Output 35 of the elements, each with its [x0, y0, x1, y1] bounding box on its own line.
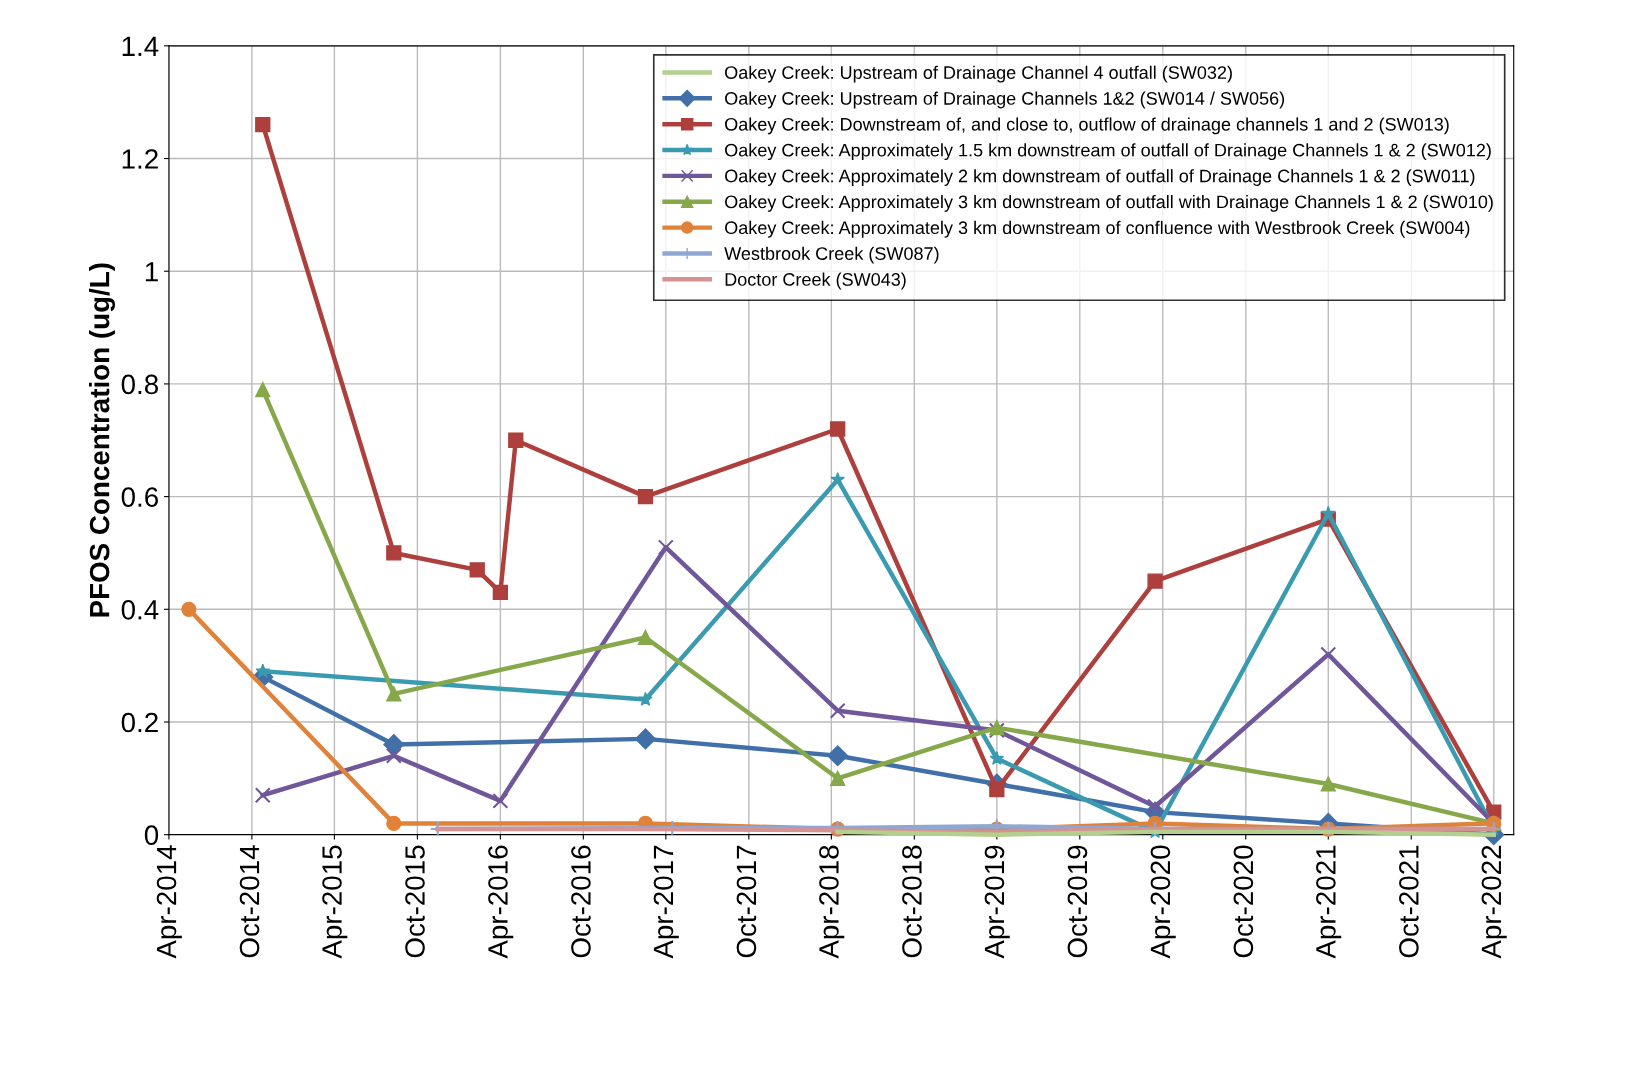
legend-label: Oakey Creek: Approximately 2 km downstream of outfall of Drainage Channels 1 & 2 (SW011): [725, 169, 1475, 186]
y-tick-label: 0.6: [121, 487, 158, 507]
x-tick-label: Apr-2022: [1481, 845, 1507, 959]
legend-label: Oakey Creek: Downstream of, and close to, outflow of drainage channels 1 and 2 (SW013): [725, 117, 1449, 135]
legend-label: Westbrook Creek (SW087): [724, 246, 939, 264]
legend-label: Oakey Creek: Approximately 3 km downstream of outfall with Drainage Channels 1 & 2 (SW010): [725, 194, 1493, 212]
x-tick-label: Apr-2016: [488, 845, 514, 959]
legend-label: Oakey Creek: Approximately 1.5 km downstream of outfall of Drainage Channels 1 & 2 (SW012): [725, 143, 1491, 161]
x-tick-label: Oct-2020: [1233, 845, 1254, 958]
x-tick-label: Apr-2015: [322, 845, 348, 959]
legend-label: Oakey Creek: Upstream of Drainage Channels 1&2 (SW014 / SW056): [725, 91, 1285, 109]
x-tick-label: Apr-2014: [156, 845, 182, 959]
x-tick-label: Oct-2021: [1399, 845, 1419, 958]
x-tick-label: Oct-2017: [736, 845, 757, 958]
y-tick-label: 1.4: [122, 36, 159, 56]
x-tick-label: Oct-2014: [239, 845, 260, 958]
x-tick-label: Apr-2020: [1150, 845, 1176, 959]
y-tick-label: 0: [144, 825, 159, 846]
x-tick-label: Oct-2018: [902, 845, 922, 958]
y-tick-label: 1: [145, 262, 158, 282]
y-tick-label: 0.2: [121, 712, 158, 733]
legend-label: Oakey Creek: Upstream of Drainage Channel 4 outfall (SW032): [725, 65, 1232, 83]
x-tick-label: Apr-2021: [1316, 845, 1342, 959]
x-tick-label: Oct-2016: [571, 845, 591, 958]
legend-label: Oakey Creek: Approximately 3 km downstream of confluence with Westbrook Creek (SW004): [725, 220, 1470, 238]
x-tick-label: Apr-2017: [653, 845, 679, 959]
y-tick-label: 0.8: [121, 374, 158, 395]
y-tick-label: 0.4: [121, 599, 159, 620]
x-tick-label: Oct-2015: [405, 845, 425, 958]
y-tick-label: 1.2: [122, 149, 158, 169]
x-tick-label: Apr-2018: [819, 845, 845, 959]
legend-label: Doctor Creek (SW043): [725, 272, 906, 290]
y-axis-title: PFOS Concentration (ug/L): [89, 263, 116, 617]
x-tick-label: Apr-2019: [984, 845, 1010, 959]
x-tick-label: Oct-2019: [1067, 845, 1088, 958]
